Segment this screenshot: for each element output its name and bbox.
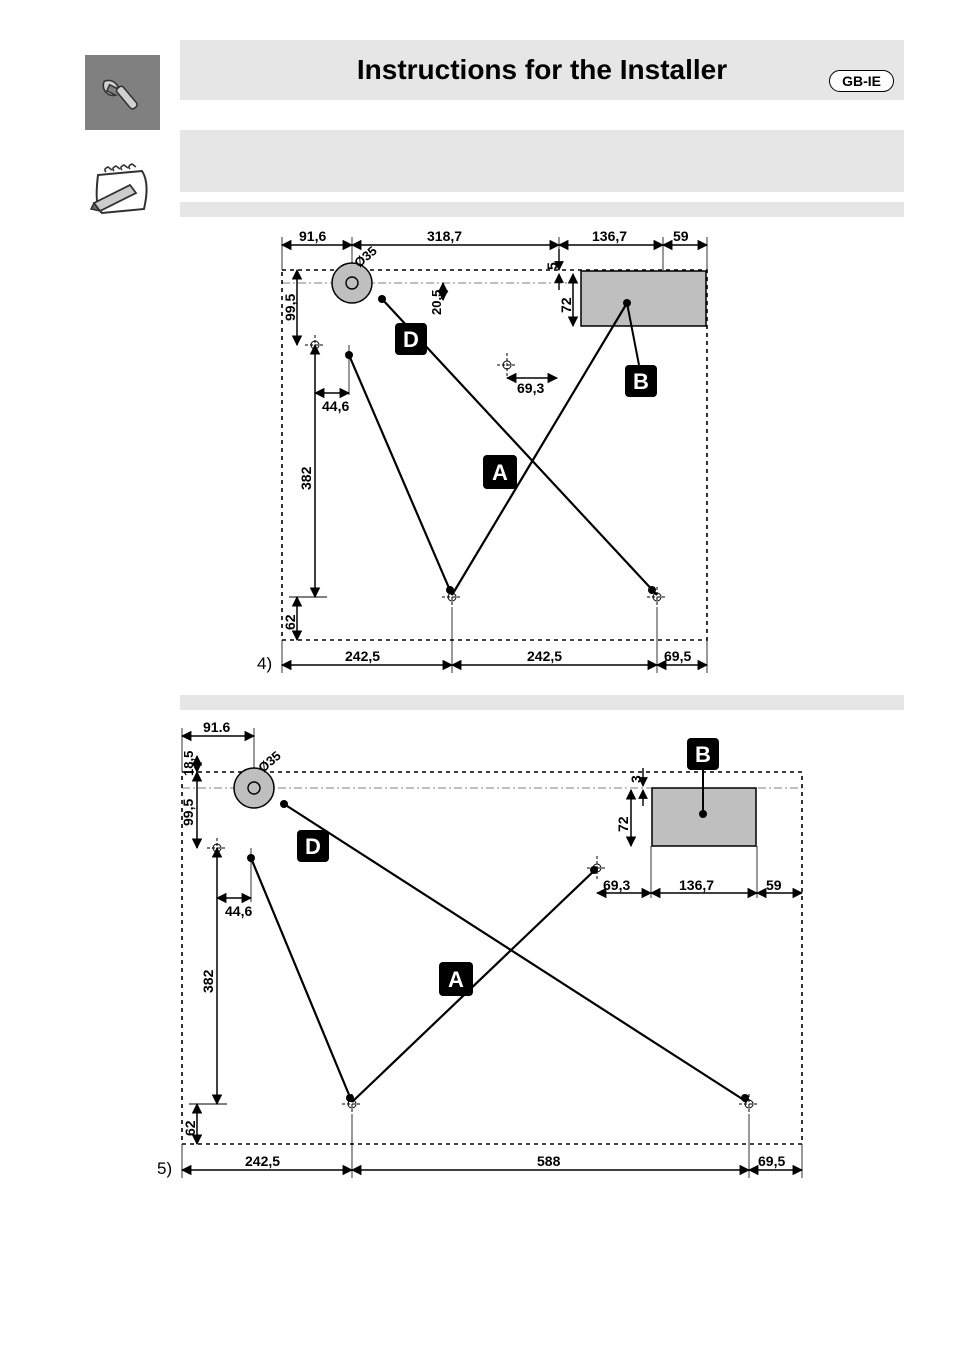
dim5-382: 382 [200,969,216,993]
dim-b3: 69,5 [664,648,691,664]
label-B: B [633,369,649,394]
dim-top-3: 136,7 [592,228,627,244]
note-banner [180,130,904,192]
dim5-99-5: 99,5 [180,799,196,826]
dim-382: 382 [298,466,314,490]
dim-top-2: 318,7 [427,228,462,244]
dim5-3: 3 [628,775,644,783]
label5-A: A [448,967,464,992]
dim5-b1: 242,5 [245,1153,280,1169]
dim-v72: 72 [558,297,574,313]
dim5-62: 62 [182,1120,198,1136]
dim5-59: 59 [766,877,782,893]
wrench-icon-box [85,55,160,130]
diagram-4: 91,6 318,7 136,7 59 Ø35 99,5 5 72 20,5 6… [227,225,727,685]
dim5-72: 72 [615,816,631,832]
figure-4-label: 4) [257,654,272,673]
dim-b1: 242,5 [345,648,380,664]
notepad-icon [88,163,158,218]
dim-b2: 242,5 [527,648,562,664]
diagram4-section-bar [180,202,904,217]
dim5-69-3: 69,3 [603,877,630,893]
dim5-b2: 588 [537,1153,561,1169]
header-bar: Instructions for the Installer [180,40,904,100]
diagram-5: 91.6 18,5 Ø35 99,5 B 3 72 69,3 136,7 59 … [127,718,827,1188]
figure-5-label: 5) [157,1159,172,1178]
dim5-b3: 69,5 [758,1153,785,1169]
dim-69-3: 69,3 [517,380,544,396]
dim-62: 62 [282,614,298,630]
dim5-44-6: 44,6 [225,903,252,919]
dim-44-6: 44,6 [322,398,349,414]
label-D: D [403,327,419,352]
dim5-91-6: 91.6 [203,719,230,735]
dim5-136-7: 136,7 [679,877,714,893]
dim-top-1: 91,6 [299,228,326,244]
label5-B: B [695,742,711,767]
dim-top-4: 59 [673,228,689,244]
dim-v20-5: 20,5 [429,290,444,315]
wrench-icon [92,62,154,124]
diagram5-section-bar [180,695,904,710]
dim-v99-5: 99,5 [282,294,298,321]
label-A: A [492,460,508,485]
page-title: Instructions for the Installer [357,54,727,86]
note-icon-box [85,160,160,220]
dim-v5: 5 [544,262,560,270]
locale-badge: GB-IE [829,70,894,92]
label5-D: D [305,834,321,859]
